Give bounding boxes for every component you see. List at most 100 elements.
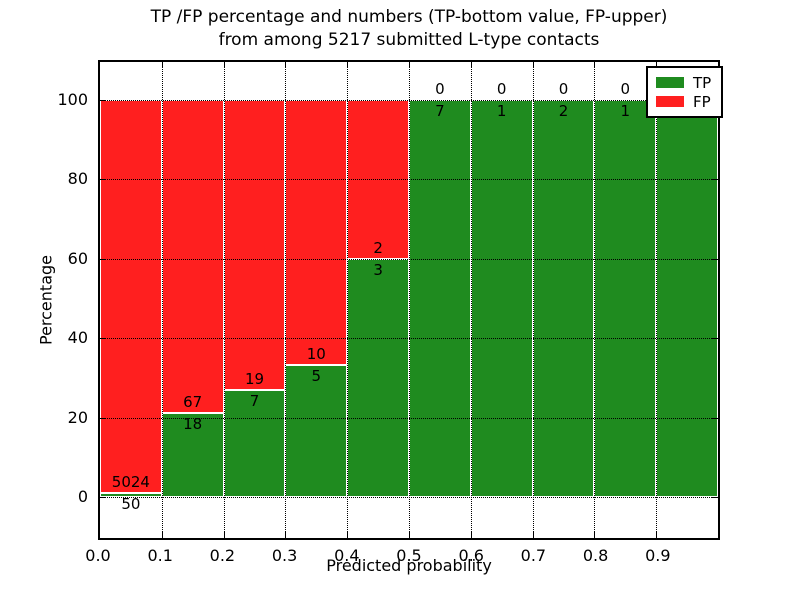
bar-fp-segment [100, 100, 162, 494]
y-tick-mark [712, 417, 718, 419]
y-tick-label: 80 [67, 169, 88, 189]
bar-tp-segment [347, 258, 409, 497]
x-tick-mark [409, 532, 410, 538]
vertical-gridline [285, 62, 287, 538]
y-tick-label: 100 [57, 90, 88, 109]
x-tick-label: 0.4 [334, 546, 360, 565]
bar-label-fp: 5024 [111, 473, 150, 492]
x-tick-mark [223, 532, 225, 538]
y-tick-mark [100, 179, 106, 181]
bar-tp-segment [470, 100, 533, 497]
bar-label-tp: 3 [373, 260, 383, 279]
x-tick-mark [470, 532, 472, 538]
vertical-gridline [594, 62, 596, 538]
x-tick-label: 0.9 [645, 546, 671, 565]
bar-label-fp: 0 [496, 80, 507, 98]
bar-label-tp: 18 [183, 414, 203, 433]
y-tick-mark [100, 258, 106, 260]
y-tick-mark [100, 497, 106, 498]
y-tick-label: 40 [67, 328, 88, 348]
bar-fp-segment [223, 100, 286, 391]
gridlines-layer [100, 62, 718, 538]
legend-item-tp: TP [656, 73, 711, 92]
bar-tp-segment [285, 364, 348, 497]
bar-label-tp: 7 [249, 392, 260, 411]
x-tick-mark [409, 62, 410, 68]
y-tick-mark [712, 258, 718, 260]
vertical-gridline [223, 62, 225, 538]
legend-item-fp: FP [656, 92, 711, 111]
y-tick-label: 60 [67, 248, 88, 268]
bar-label-fp: 0 [620, 80, 631, 98]
y-tick-label: 20 [67, 407, 88, 427]
bar-label-fp: 0 [558, 80, 569, 98]
x-tick-mark [656, 62, 658, 68]
legend-label-fp: FP [693, 92, 711, 111]
legend: TP FP [646, 66, 724, 118]
bar-tp-segment [594, 100, 657, 497]
y-tick-mark [712, 497, 718, 498]
x-tick-mark [223, 62, 225, 68]
bar-label-fp: 0 [435, 80, 445, 98]
y-tick-mark [712, 338, 718, 340]
x-tick-mark [347, 62, 349, 68]
x-tick-mark [594, 532, 596, 538]
x-tick-mark [594, 62, 596, 68]
vertical-gridline [347, 62, 349, 538]
bar-label-fp: 2 [373, 238, 383, 257]
horizontal-gridline [100, 258, 718, 260]
x-tick-label: 0.0 [85, 546, 111, 565]
x-tick-mark [532, 62, 534, 68]
x-tick-mark [532, 532, 534, 538]
bar-label-tp: 2 [558, 102, 569, 120]
x-tick-mark [347, 532, 349, 538]
x-tick-mark [161, 62, 163, 68]
bar-label-fp: 10 [306, 344, 326, 363]
bar-label-tp: 5 [311, 366, 322, 385]
chart-title: TP /FP percentage and numbers (TP-bottom… [98, 6, 720, 52]
tp-color-swatch [656, 77, 684, 88]
x-tick-label: 0.5 [396, 546, 422, 565]
x-tick-mark [285, 62, 287, 68]
horizontal-gridline [100, 417, 718, 419]
chart-title-line2: from among 5217 submitted L-type contact… [218, 30, 600, 50]
bar-tp-segment [100, 493, 162, 497]
x-tick-label: 0.3 [271, 546, 298, 565]
y-tick-mark [100, 338, 106, 340]
horizontal-gridline [100, 497, 718, 498]
horizontal-gridline [100, 100, 718, 101]
plot-area: 5024506718197105230701020101 TP FP [98, 60, 724, 540]
bar-label-tp: 1 [496, 102, 507, 120]
bar-label-fp: 67 [183, 392, 203, 411]
x-tick-label: 0.1 [147, 546, 173, 565]
vertical-gridline [161, 62, 163, 538]
x-tick-label: 0.2 [209, 546, 236, 565]
x-tick-label: 0.6 [458, 546, 484, 565]
y-tick-mark [712, 179, 718, 181]
bar-value-labels-layer: 5024506718197105230701020101 [100, 62, 718, 538]
y-tick-mark [100, 417, 106, 419]
bar-tp-segment [656, 100, 718, 497]
vertical-gridline [656, 62, 658, 538]
x-tick-mark [470, 62, 472, 68]
bar-label-tp: 1 [620, 102, 631, 120]
y-tick-mark [100, 100, 106, 101]
horizontal-gridline [100, 179, 718, 181]
x-tick-mark [656, 532, 658, 538]
legend-label-tp: TP [693, 73, 712, 92]
horizontal-gridline [100, 338, 718, 340]
bar-label-tp: 7 [435, 102, 445, 120]
x-tick-label: 0.8 [582, 546, 609, 565]
x-tick-label: 0.7 [520, 546, 547, 565]
bar-fp-segment [285, 100, 348, 365]
y-tick-label: 0 [77, 487, 88, 506]
bars-layer [100, 62, 718, 538]
bar-label-tp: 50 [121, 495, 141, 514]
x-axis-label: Predicted probability [326, 556, 492, 575]
bar-tp-segment [161, 412, 224, 497]
vertical-gridline [470, 62, 472, 538]
chart-title-line1: TP /FP percentage and numbers (TP-bottom… [150, 7, 668, 27]
x-tick-mark [161, 532, 163, 538]
bar-label-fp: 19 [244, 370, 265, 389]
